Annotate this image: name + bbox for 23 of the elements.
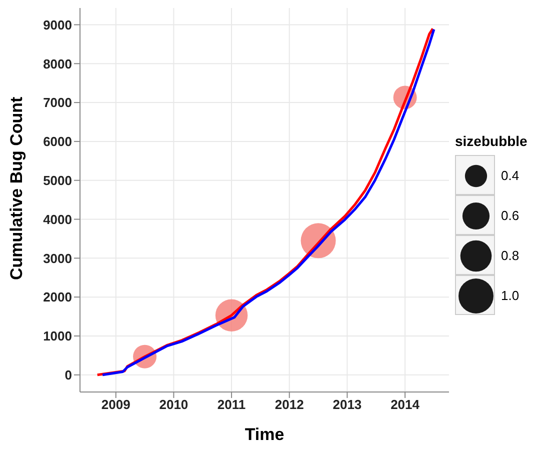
y-tick-label: 3000 xyxy=(43,250,72,266)
y-tick-label: 2000 xyxy=(43,290,72,305)
y-tick-label: 8000 xyxy=(43,56,72,72)
x-tick-label: 2010 xyxy=(159,397,188,412)
x-tick-label: 2014 xyxy=(390,397,420,412)
legend-label: 0.8 xyxy=(501,248,520,262)
y-tick-label: 0 xyxy=(64,367,72,382)
legend-title: sizebubble xyxy=(455,133,528,149)
y-axis-title: Cumulative Bug Count xyxy=(7,96,26,280)
x-tick-label: 2012 xyxy=(274,397,304,412)
legend-label: 1.0 xyxy=(501,288,520,302)
legend-label: 0.6 xyxy=(501,208,520,222)
y-tick-label: 5000 xyxy=(43,172,72,188)
y-tick-label: 1000 xyxy=(43,328,72,344)
y-tick-label: 4000 xyxy=(43,212,72,227)
legend-label: 0.4 xyxy=(501,168,520,182)
x-axis-title: Time xyxy=(244,425,284,444)
x-tick-label: 2011 xyxy=(217,397,246,412)
x-tick-label: 2013 xyxy=(332,397,362,412)
x-tick-label: 2009 xyxy=(101,397,130,412)
y-tick-label: 9000 xyxy=(43,17,72,32)
y-tick-label: 7000 xyxy=(43,95,72,110)
y-tick-label: 6000 xyxy=(43,134,72,150)
